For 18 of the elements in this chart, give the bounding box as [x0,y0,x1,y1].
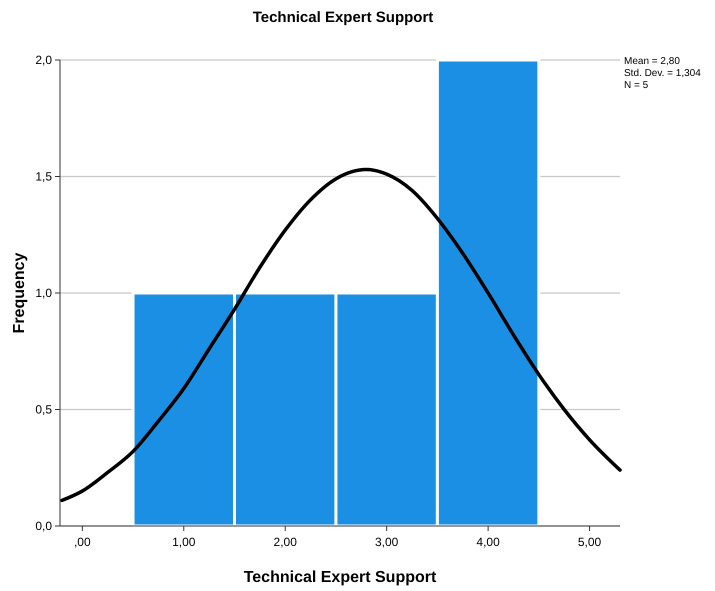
x-tick-label: 5,00 [578,535,602,549]
chart-title: Technical Expert Support [252,9,434,26]
text: Mean = 2,80 [624,56,680,67]
x-tick-label: 1,00 [172,535,196,549]
y-tick-label: 0,0 [35,519,52,534]
x-tick-label: 4,00 [476,535,500,549]
text: Std. Dev. = 1,304 [624,68,702,79]
text: N = 5 [624,80,649,91]
line-series [60,168,622,502]
x-tick-label: ,00 [74,535,91,549]
y-tick-label: 2,0 [35,53,52,68]
y-axis-title: Frequency [11,252,28,334]
y-tick-label: 1,0 [35,286,52,300]
x-tick-label: 3,00 [374,535,399,549]
x-tick-label: 2,00 [274,535,298,549]
y-tick-label: 0,5 [35,402,52,417]
y-tick-label: 1,5 [35,170,52,184]
x-axis-title: Technical Expert Support [244,569,437,586]
